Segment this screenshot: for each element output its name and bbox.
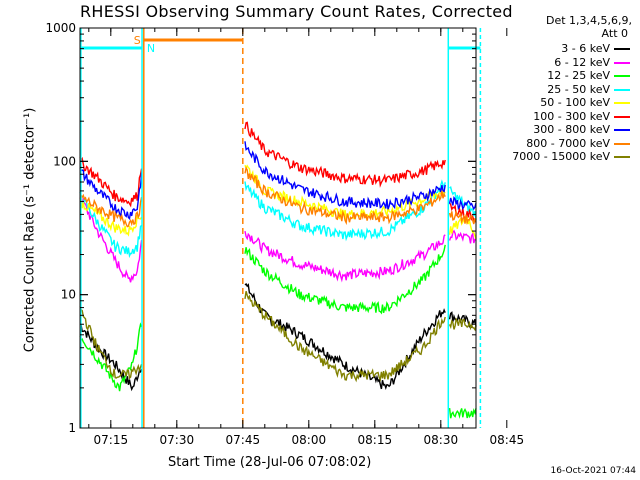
legend-label-3: 25 - 50 keV bbox=[547, 82, 610, 96]
flags-layer: SN bbox=[80, 28, 482, 428]
series-line-1-2 bbox=[448, 229, 477, 244]
series-line-1-1 bbox=[244, 230, 446, 283]
series-3 bbox=[79, 179, 477, 259]
series-line-2-2 bbox=[448, 407, 477, 419]
axes-layer: 1 10 100 1000 07:15 07:30 07:45 08:00 08:15 08:30… bbox=[45, 21, 524, 447]
legend-swatch-6 bbox=[614, 129, 630, 131]
legend-item-1: 6 - 12 keV bbox=[480, 56, 632, 69]
legend-label-4: 50 - 100 keV bbox=[540, 96, 610, 109]
attenuator-label: Att 0 bbox=[601, 27, 628, 40]
series-line-0-1 bbox=[244, 282, 446, 390]
flag-n-label: N bbox=[147, 42, 155, 55]
series-line-6-1 bbox=[244, 141, 446, 210]
legend-swatch-4 bbox=[614, 102, 630, 104]
legend-item-7: 800 - 7000 keV bbox=[480, 137, 632, 150]
x-tick-label-2: 07:45 bbox=[226, 433, 261, 447]
legend-item-5: 100 - 300 keV bbox=[480, 110, 632, 123]
detectors-label: Det 1,3,4,5,6,9, bbox=[545, 14, 632, 27]
legend-swatch-8 bbox=[614, 156, 630, 158]
legend-label-0: 3 - 6 keV bbox=[561, 42, 610, 55]
series-line-3-1 bbox=[244, 179, 446, 242]
series-line-4-0 bbox=[79, 198, 143, 237]
series-line-8-2 bbox=[448, 317, 477, 332]
series-layer bbox=[79, 121, 477, 419]
series-line-0-0 bbox=[79, 323, 143, 392]
series-line-5-0 bbox=[79, 156, 143, 208]
legend-swatch-1 bbox=[614, 61, 630, 64]
x-tick-label-5: 08:30 bbox=[424, 433, 459, 447]
y-tick-label-3: 1000 bbox=[45, 21, 76, 35]
y-tick-label-2: 100 bbox=[53, 154, 76, 168]
legend-label-1: 6 - 12 keV bbox=[554, 55, 610, 69]
series-line-8-0 bbox=[79, 306, 143, 380]
series-line-4-2 bbox=[448, 216, 477, 240]
series-line-7-0 bbox=[79, 193, 143, 228]
flag-s-label: S bbox=[134, 34, 141, 47]
series-line-3-2 bbox=[449, 185, 477, 220]
legend-label-7: 800 - 7000 keV bbox=[526, 136, 610, 150]
series-0 bbox=[79, 282, 477, 392]
plot-frame bbox=[79, 27, 477, 429]
legend-swatch-7 bbox=[614, 142, 630, 145]
y-tick-label-1: 10 bbox=[61, 288, 76, 302]
legend-item-6: 300 - 800 keV bbox=[480, 123, 632, 136]
series-line-7-1 bbox=[244, 166, 446, 226]
legend-swatch-0 bbox=[614, 48, 630, 50]
series-line-2-1 bbox=[244, 244, 446, 315]
legend-item-0: 3 - 6 keV bbox=[480, 42, 632, 55]
x-tick-label-6: 08:45 bbox=[490, 433, 525, 447]
series-1 bbox=[79, 197, 477, 283]
series-8 bbox=[79, 291, 477, 383]
legend-item-8: 7000 - 15000 keV bbox=[480, 150, 632, 163]
x-tick-label-0: 07:15 bbox=[94, 433, 129, 447]
x-tick-label-3: 08:00 bbox=[292, 433, 327, 447]
legend-swatch-3 bbox=[614, 88, 630, 91]
series-line-5-1 bbox=[244, 121, 446, 188]
legend-item-2: 12 - 25 keV bbox=[480, 69, 632, 82]
timestamp: 16-Oct-2021 07:44 bbox=[550, 466, 636, 476]
legend-swatch-2 bbox=[614, 75, 630, 77]
chart-title: RHESSI Observing Summary Count Rates, Co… bbox=[80, 2, 513, 21]
y-axis-label: Corrected Count Rate (s⁻¹ detector⁻¹) bbox=[22, 107, 38, 353]
legend-label-2: 12 - 25 keV bbox=[547, 69, 610, 82]
x-tick-label-4: 08:15 bbox=[358, 433, 393, 447]
series-2 bbox=[79, 244, 477, 419]
series-6 bbox=[79, 141, 477, 221]
series-line-3-0 bbox=[79, 191, 143, 259]
legend-label-8: 7000 - 15000 keV bbox=[512, 150, 610, 163]
y-tick-label-0: 1 bbox=[68, 421, 76, 435]
legend-item-4: 50 - 100 keV bbox=[480, 96, 632, 109]
series-line-7-2 bbox=[448, 209, 477, 226]
x-axis-label: Start Time (28-Jul-06 07:08:02) bbox=[168, 455, 372, 470]
series-line-1-0 bbox=[79, 197, 143, 283]
series-line-8-1 bbox=[244, 291, 446, 383]
legend-label-5: 100 - 300 keV bbox=[533, 109, 610, 123]
series-line-6-0 bbox=[79, 167, 143, 221]
legend-item-3: 25 - 50 keV bbox=[480, 83, 632, 96]
series-7 bbox=[79, 166, 477, 228]
legend-label-6: 300 - 800 keV bbox=[533, 123, 610, 136]
series-line-6-2 bbox=[448, 195, 477, 211]
x-tick-label-1: 07:30 bbox=[160, 433, 195, 447]
legend-swatch-5 bbox=[614, 115, 630, 118]
